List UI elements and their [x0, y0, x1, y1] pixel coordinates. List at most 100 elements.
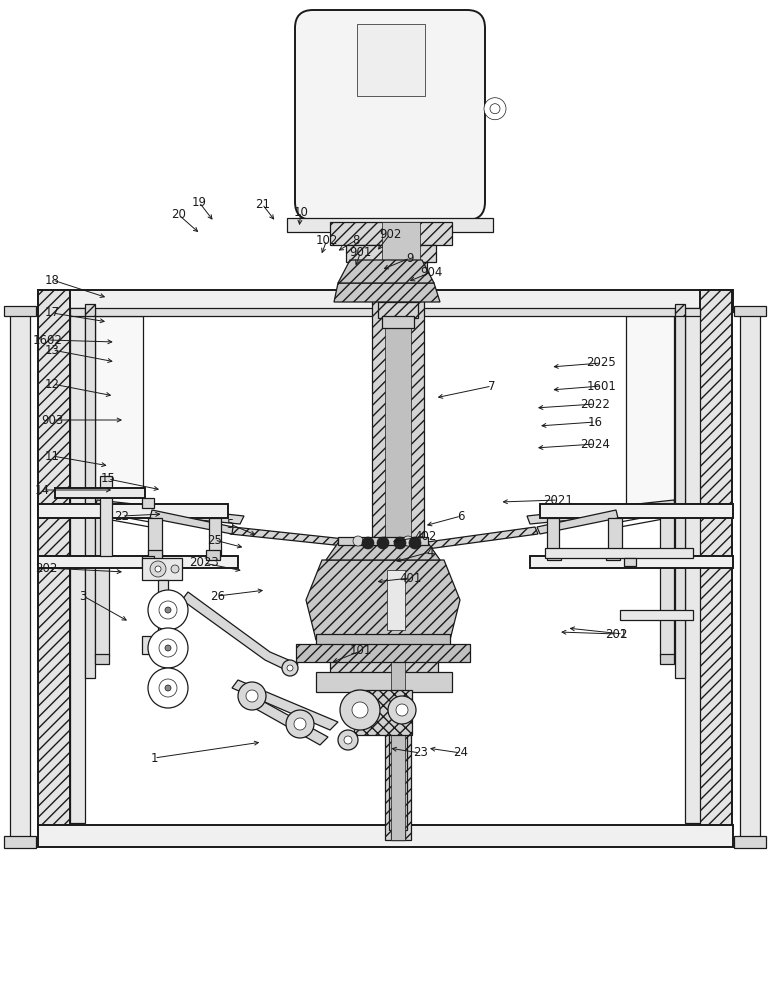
Text: 11: 11	[45, 450, 60, 462]
Bar	[354, 690, 412, 735]
Text: 101: 101	[349, 645, 372, 658]
Polygon shape	[240, 692, 328, 745]
Circle shape	[148, 628, 188, 668]
Bar	[38, 825, 733, 847]
Bar	[330, 660, 438, 676]
Bar	[142, 636, 182, 654]
Text: 18: 18	[45, 273, 60, 286]
Bar	[95, 316, 143, 506]
Polygon shape	[346, 245, 436, 262]
Text: 902: 902	[379, 228, 402, 240]
Bar	[382, 316, 414, 328]
Circle shape	[155, 566, 161, 572]
Bar	[4, 836, 36, 848]
Bar	[38, 556, 238, 568]
Bar	[606, 550, 620, 560]
Bar	[378, 302, 418, 318]
Circle shape	[171, 565, 179, 573]
Bar	[620, 610, 693, 620]
Bar	[385, 278, 411, 543]
Bar	[316, 672, 452, 692]
Polygon shape	[527, 500, 676, 524]
Text: 25: 25	[207, 534, 222, 546]
Polygon shape	[232, 680, 338, 730]
Text: 201: 201	[605, 628, 628, 641]
Circle shape	[344, 736, 352, 744]
Text: 202: 202	[35, 562, 58, 574]
Bar	[734, 306, 766, 316]
Bar	[296, 644, 470, 662]
Text: 102: 102	[315, 233, 338, 246]
Text: 12: 12	[45, 377, 60, 390]
Circle shape	[388, 696, 416, 724]
Polygon shape	[330, 222, 452, 245]
Bar	[547, 518, 559, 556]
Bar	[700, 290, 732, 830]
Bar	[624, 558, 636, 566]
Bar	[142, 498, 154, 508]
Bar	[608, 518, 622, 556]
Text: 14: 14	[35, 484, 50, 496]
Bar	[142, 558, 182, 580]
Polygon shape	[338, 260, 434, 283]
Bar	[675, 308, 685, 678]
Text: 15: 15	[100, 473, 116, 486]
Text: 2: 2	[619, 628, 627, 641]
Bar	[70, 308, 85, 823]
Bar	[209, 518, 221, 556]
Polygon shape	[306, 560, 460, 640]
Text: 402: 402	[414, 530, 437, 542]
Bar	[545, 548, 693, 558]
Circle shape	[282, 660, 298, 676]
Text: 901: 901	[349, 245, 372, 258]
Bar	[95, 654, 109, 664]
Bar	[206, 550, 220, 560]
Circle shape	[394, 537, 406, 549]
Text: 26: 26	[210, 589, 225, 602]
Text: 903: 903	[42, 414, 63, 426]
Bar	[287, 218, 493, 232]
Bar	[685, 308, 700, 823]
Bar	[530, 556, 733, 568]
Text: 2024: 2024	[581, 438, 610, 450]
Text: 1: 1	[150, 752, 158, 764]
Circle shape	[246, 690, 258, 702]
Circle shape	[159, 639, 177, 657]
Text: 10: 10	[293, 206, 308, 219]
Bar	[70, 308, 700, 316]
Text: 22: 22	[114, 510, 130, 522]
Bar	[95, 516, 109, 656]
Bar	[385, 640, 411, 840]
Text: 7: 7	[488, 379, 496, 392]
Circle shape	[286, 710, 314, 738]
Text: 401: 401	[399, 572, 422, 584]
Circle shape	[165, 645, 171, 651]
Text: 6: 6	[457, 510, 465, 522]
Circle shape	[338, 730, 358, 750]
Text: 904: 904	[420, 265, 443, 278]
Text: 1602: 1602	[33, 334, 62, 347]
Bar	[660, 654, 674, 664]
Circle shape	[287, 665, 293, 671]
Bar	[389, 730, 407, 830]
Circle shape	[148, 668, 188, 708]
Polygon shape	[150, 510, 233, 534]
Bar	[142, 556, 154, 566]
Text: 20: 20	[171, 209, 187, 222]
Bar	[85, 304, 95, 316]
Text: 19: 19	[191, 196, 207, 209]
Bar	[4, 306, 36, 316]
Bar	[734, 836, 766, 848]
Circle shape	[159, 601, 177, 619]
Text: 3: 3	[79, 589, 87, 602]
Bar	[38, 290, 70, 830]
Bar	[626, 316, 674, 506]
Polygon shape	[182, 592, 298, 672]
Text: 21: 21	[254, 198, 270, 211]
Bar	[540, 504, 733, 518]
Bar	[660, 516, 674, 656]
Text: 1601: 1601	[587, 379, 616, 392]
Bar	[372, 278, 424, 543]
Circle shape	[148, 590, 188, 630]
Bar	[391, 830, 405, 840]
